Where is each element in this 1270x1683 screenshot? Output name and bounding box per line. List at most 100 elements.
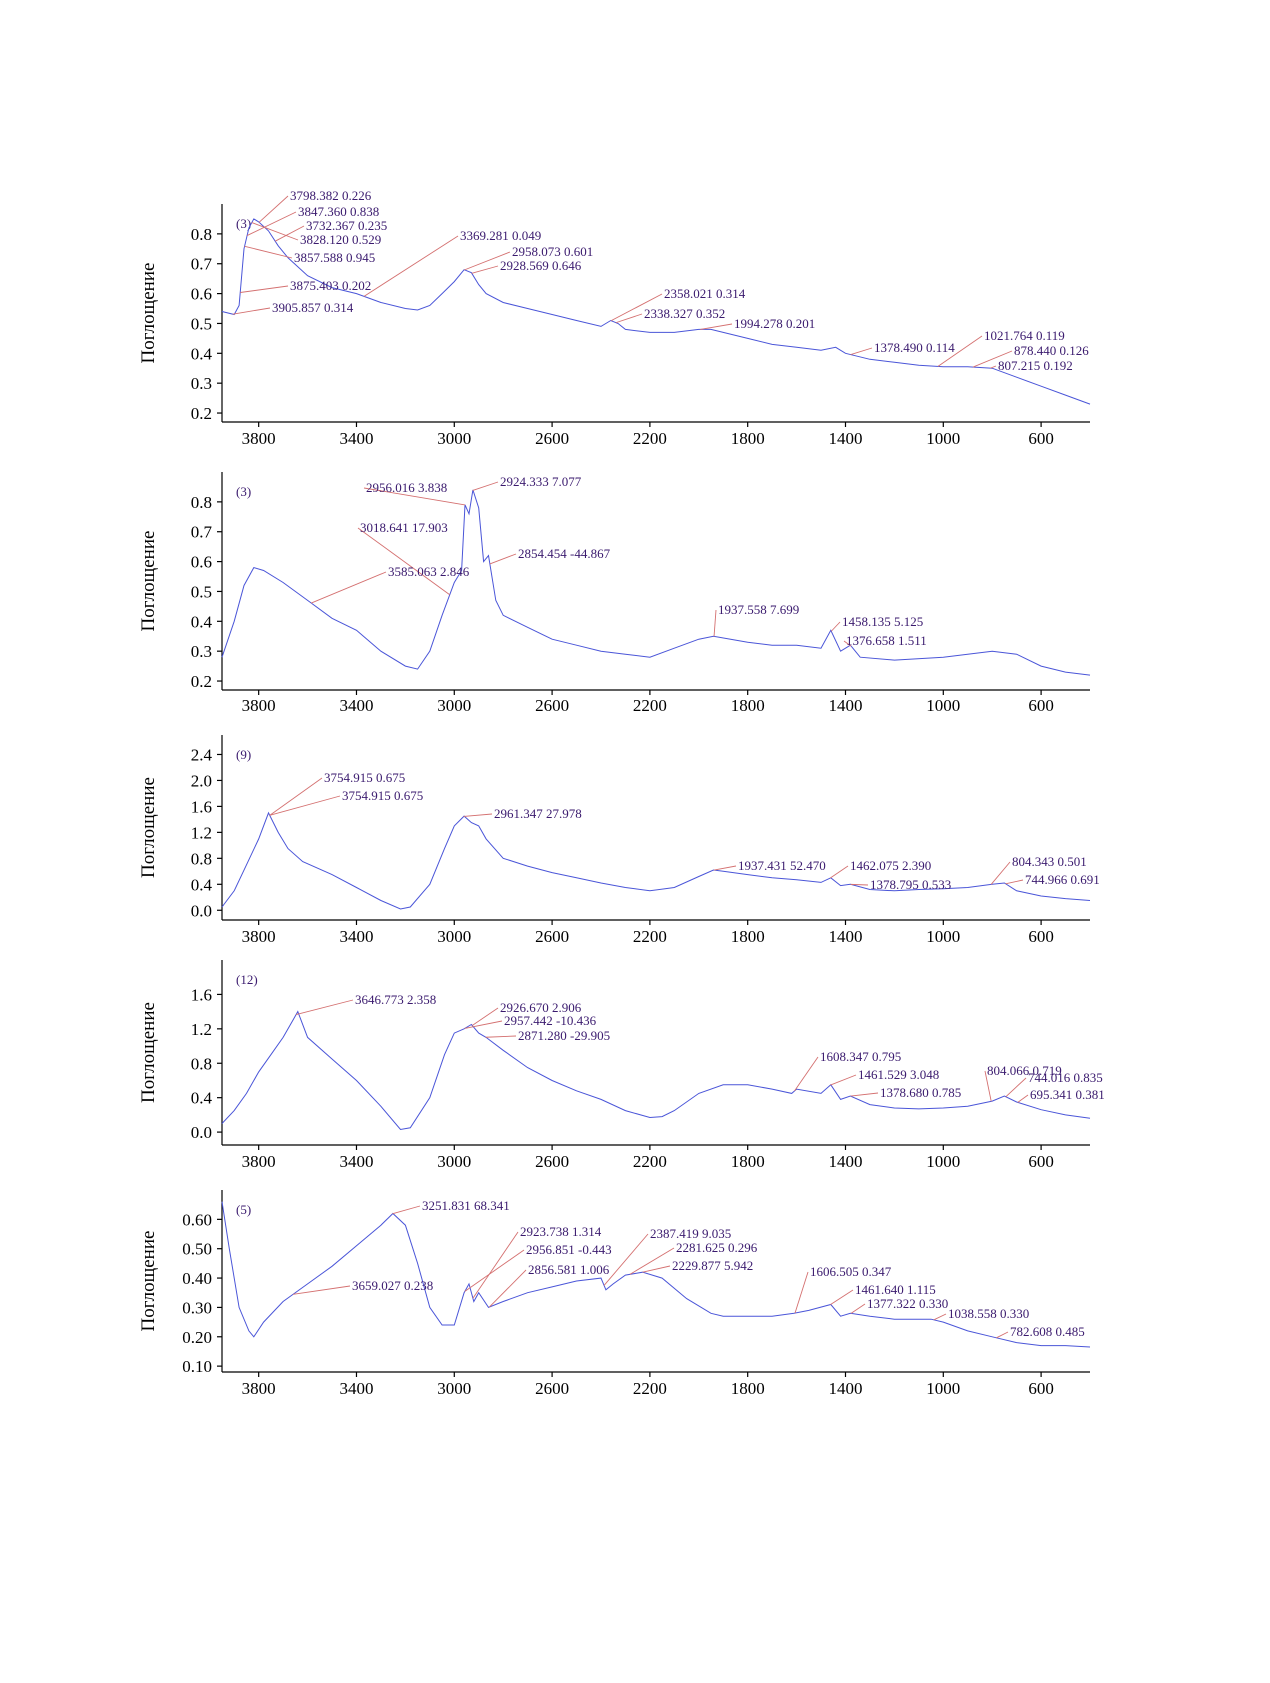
annotation-leader: [850, 1303, 866, 1314]
peak-annotation: 2854.454 -44.867: [518, 546, 611, 561]
peak-annotation: 3018.641 17.903: [360, 520, 448, 535]
peak-annotation: 2387.419 9.035: [650, 1226, 731, 1241]
y-tick-label: 0.40: [182, 1269, 212, 1288]
x-tick-label: 3800: [242, 927, 276, 946]
annotation-leader: [251, 222, 299, 241]
annotation-leader: [642, 1265, 671, 1273]
peak-annotation: 804.343 0.501: [1012, 854, 1087, 869]
peak-annotation: 1377.322 0.330: [867, 1296, 948, 1311]
annotation-leader: [830, 1074, 857, 1086]
y-tick-label: 0.4: [191, 612, 213, 631]
peak-annotation: 3847.360 0.838: [298, 204, 379, 219]
peak-annotation: 1376.658 1.511: [846, 633, 927, 648]
annotation-leader: [311, 571, 387, 604]
x-tick-label: 600: [1028, 927, 1054, 946]
y-tick-label: 0.4: [191, 344, 213, 363]
annotation-leader: [258, 195, 289, 223]
panel-label: (3): [236, 484, 251, 499]
peak-annotation: 3659.027 0.238: [352, 1278, 433, 1293]
x-tick-label: 1400: [828, 1152, 862, 1171]
x-tick-label: 1400: [828, 429, 862, 448]
x-tick-label: 1800: [731, 1152, 765, 1171]
annotation-leader: [990, 365, 997, 369]
spectrum-panel-3: Поглощение 0.0 0.4 0.8 1.2 1.6 2.0 2.4 3800 3400 3…: [138, 735, 1100, 946]
x-tick-label: 1000: [926, 927, 960, 946]
spectrum-line: [221, 489, 1091, 676]
y-tick-label: 0.60: [182, 1210, 212, 1229]
annotation-leader: [794, 1056, 819, 1092]
y-axis-label: Поглощение: [138, 777, 159, 878]
peak-annotation: 2338.327 0.352: [644, 306, 725, 321]
y-tick-label: 0.6: [191, 553, 212, 572]
annotation-leader: [296, 999, 354, 1015]
y-tick-label: 0.0: [191, 1123, 212, 1142]
peak-annotation: 3905.857 0.314: [272, 300, 354, 315]
peak-annotation: 1606.505 0.347: [810, 1264, 892, 1279]
x-tick-label: 3800: [242, 429, 276, 448]
peak-annotation: 3875.403 0.202: [290, 278, 371, 293]
y-axis-label: Поглощение: [138, 1002, 159, 1103]
peak-annotation: 1937.431 52.470: [738, 858, 826, 873]
y-tick-label: 2.4: [191, 745, 213, 764]
peak-annotation: 2281.625 0.296: [676, 1240, 758, 1255]
x-tick-label: 3000: [437, 1379, 471, 1398]
annotation-leader: [232, 307, 271, 315]
x-tick-label: 3000: [437, 429, 471, 448]
annotation-leader: [464, 251, 511, 271]
spectrum-panel-2: Поглощение 0.2 0.3 0.4 0.5 0.6 0.7 0.8 3800 3400 3…: [138, 472, 1091, 715]
x-tick-label: 2600: [535, 927, 569, 946]
y-tick-label: 0.20: [182, 1328, 212, 1347]
x-tick-label: 1800: [731, 927, 765, 946]
spectrum-line: [221, 1201, 1091, 1348]
annotation-leader: [489, 553, 517, 565]
y-tick-label: 0.2: [191, 404, 212, 423]
y-tick-label: 0.8: [191, 849, 212, 868]
y-axis-label: Поглощение: [138, 263, 159, 364]
x-tick-label: 1000: [926, 1152, 960, 1171]
peak-annotation: 3251.831 68.341: [422, 1198, 510, 1213]
peak-annotation: 2871.280 -29.905: [518, 1028, 610, 1043]
x-tick-label: 3800: [242, 1152, 276, 1171]
y-tick-label: 0.3: [191, 374, 212, 393]
y-tick-label: 1.6: [191, 797, 212, 816]
annotation-leader: [629, 1247, 675, 1275]
peak-annotation: 1378.490 0.114: [874, 340, 955, 355]
x-tick-label: 2600: [535, 1379, 569, 1398]
peak-annotation: 2926.670 2.906: [500, 1000, 582, 1015]
annotation-leader: [984, 1070, 992, 1102]
annotation-leader: [269, 795, 341, 816]
x-tick-label: 3000: [437, 1152, 471, 1171]
annotation-leader: [843, 640, 852, 647]
peak-annotation: 3754.915 0.675: [324, 770, 405, 785]
peak-annotation: 744.016 0.835: [1028, 1070, 1103, 1085]
x-tick-label: 2600: [535, 1152, 569, 1171]
x-tick-label: 2200: [633, 429, 667, 448]
annotation-leader: [990, 861, 1011, 885]
annotation-leader: [485, 1035, 517, 1038]
annotation-leader: [830, 1289, 854, 1305]
y-tick-label: 0.30: [182, 1298, 212, 1317]
peak-annotation: 878.440 0.126: [1014, 343, 1089, 358]
annotation-leader: [830, 621, 841, 632]
annotation-leader: [472, 481, 499, 491]
annotation-leader: [363, 487, 466, 506]
peak-annotation: 3732.367 0.235: [306, 218, 387, 233]
peak-annotation: 1994.278 0.201: [734, 316, 815, 331]
y-tick-label: 0.7: [191, 255, 213, 274]
x-tick-label: 3800: [242, 696, 276, 715]
y-tick-label: 1.2: [191, 1020, 212, 1039]
annotation-leader: [615, 313, 643, 324]
y-tick-label: 0.3: [191, 642, 212, 661]
y-axis-label: Поглощение: [138, 531, 159, 632]
peak-annotation: 2958.073 0.601: [512, 244, 593, 259]
annotation-leader: [933, 1313, 947, 1321]
peak-annotation: 3857.588 0.945: [294, 250, 375, 265]
annotation-leader: [937, 335, 983, 367]
y-tick-label: 1.2: [191, 823, 212, 842]
x-tick-label: 1000: [926, 696, 960, 715]
annotation-leader: [1005, 879, 1024, 885]
annotation-leader: [357, 527, 450, 596]
peak-annotation: 1378.795 0.533: [870, 877, 951, 892]
annotation-leader: [713, 609, 717, 637]
panel-label: (3): [236, 216, 251, 231]
